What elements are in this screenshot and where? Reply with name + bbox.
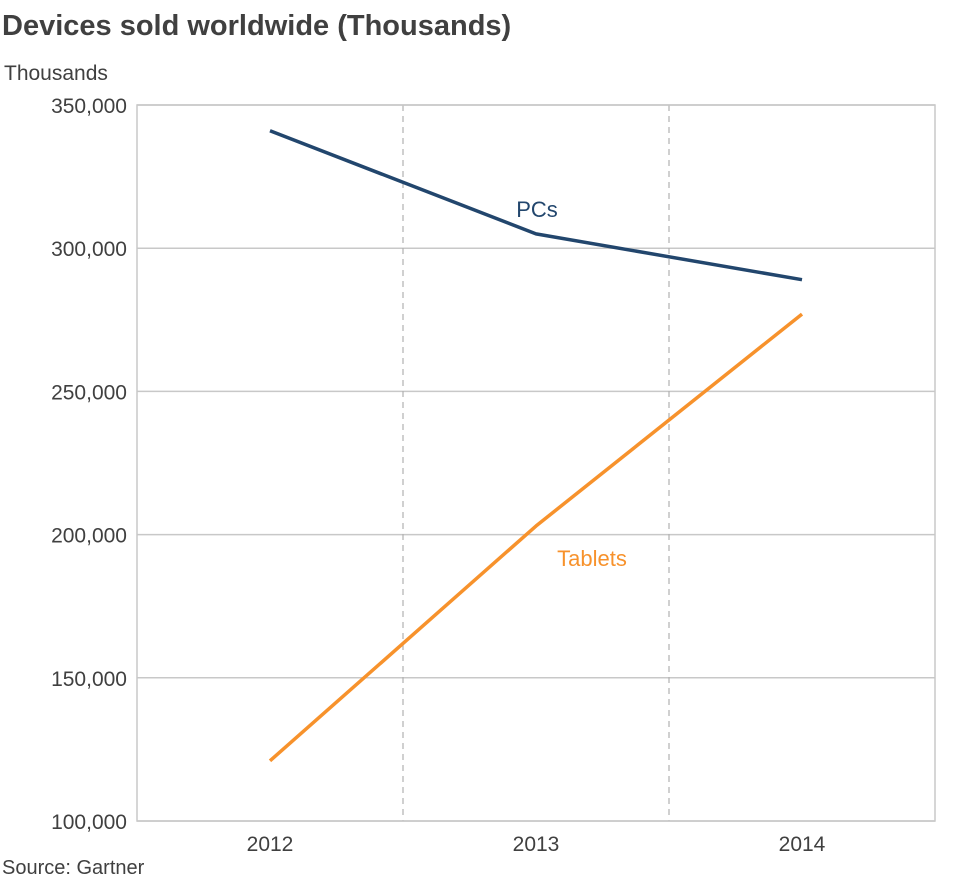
series-label-tablets: Tablets <box>557 546 627 571</box>
y-tick-label: 150,000 <box>51 668 127 691</box>
series-line-tablets <box>268 312 804 763</box>
y-tick-label: 300,000 <box>51 238 127 261</box>
source-note: Source: Gartner <box>2 857 145 879</box>
x-tick-label: 2012 <box>247 833 294 856</box>
y-tick-label: 350,000 <box>51 95 127 118</box>
chart-title: Devices sold worldwide (Thousands) <box>2 10 512 42</box>
x-tick-label: 2013 <box>513 833 560 856</box>
series-label-pcs: PCs <box>516 197 558 222</box>
y-tick-label: 250,000 <box>51 381 127 404</box>
y-tick-label: 200,000 <box>51 525 127 548</box>
y-tick-label: 100,000 <box>51 811 127 834</box>
x-tick-label: 2014 <box>779 833 826 856</box>
y-axis-label: Thousands <box>4 62 108 85</box>
plot-frame <box>136 104 936 822</box>
